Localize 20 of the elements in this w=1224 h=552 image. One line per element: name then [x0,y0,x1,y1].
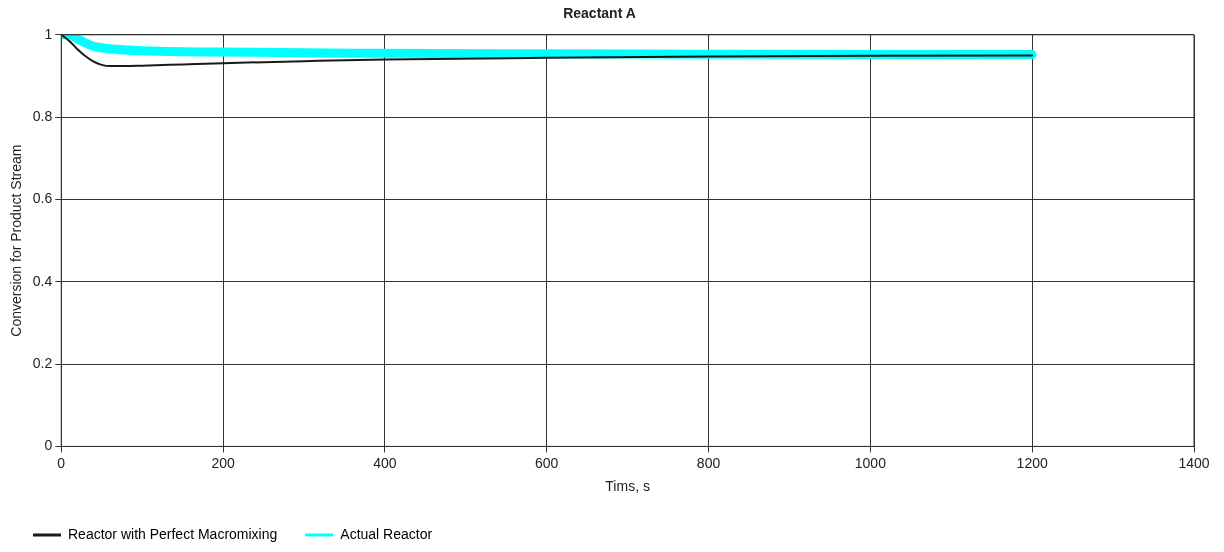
y-tick-label: 0.4 [32,272,53,289]
y-tick-label: 0 [44,437,53,454]
x-tick-label: 1400 [1178,454,1210,471]
x-tick-label: 1200 [1016,454,1048,471]
y-tick-label: 0.2 [32,354,53,371]
x-axis-title: Tims, s [605,478,650,495]
y-tick-label: 0.8 [32,107,53,124]
x-tick-label: 1000 [854,454,887,471]
x-tick-label: 400 [373,454,397,471]
x-tick-label: 200 [211,454,235,471]
line-series [61,34,1034,68]
y-tick-label: 1 [44,25,53,42]
y-tick-label: 0.6 [32,190,53,207]
legend-label: Reactor with Perfect Macromixing [68,525,278,542]
y-axis-title: Conversion for Product Stream [8,144,25,337]
chart-title: Reactant A [563,5,636,22]
x-tick-label: 800 [696,454,721,471]
x-tick-label: 600 [535,454,559,471]
legend-label: Actual Reactor [340,525,433,542]
x-tick-label: 0 [57,454,66,471]
